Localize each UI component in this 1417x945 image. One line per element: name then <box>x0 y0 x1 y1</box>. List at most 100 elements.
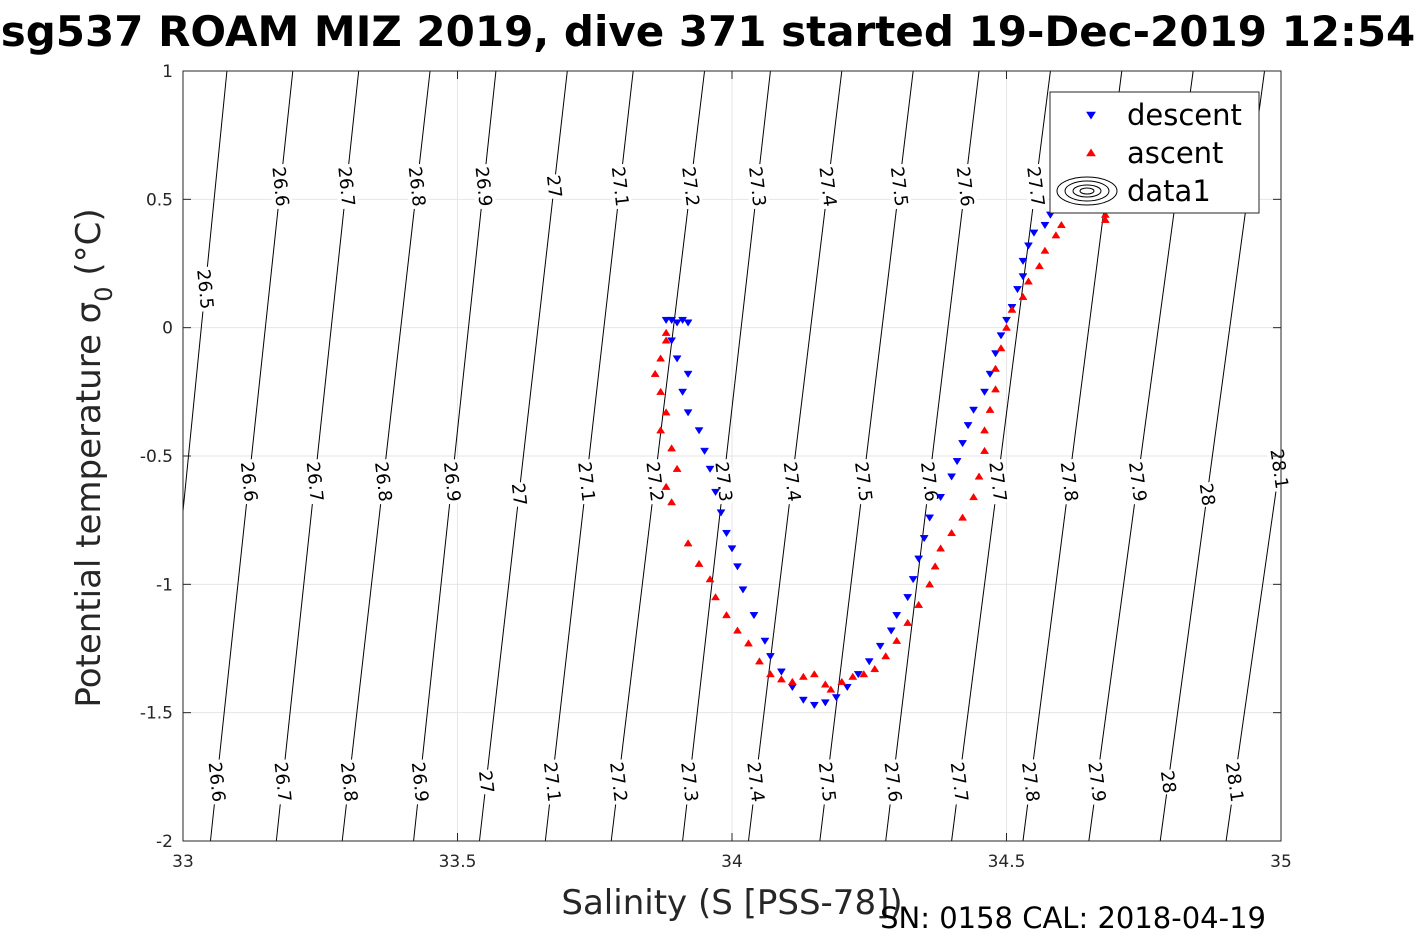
ascent-point <box>787 677 797 685</box>
contour-label-27: 27 <box>507 481 531 508</box>
contour-label-27.7: 27.7 <box>984 458 1011 505</box>
descent-point <box>892 612 902 620</box>
contour-label-text: 27.5 <box>886 165 912 207</box>
ascent-point <box>1002 323 1011 331</box>
legend: descent ascent data1 <box>1049 91 1260 214</box>
descent-point <box>991 350 1000 358</box>
descent-point <box>908 576 918 584</box>
contour-label-text: 27.6 <box>952 165 978 207</box>
legend-item-data1: data1 <box>1056 174 1211 208</box>
contour-label-text: 27.7 <box>984 461 1010 503</box>
contour-label-bg <box>850 458 876 505</box>
contour-label-bg <box>886 163 912 210</box>
descent-point <box>683 370 693 378</box>
contour-label-text: 27.4 <box>742 761 768 803</box>
contour-label-text: 27.5 <box>850 461 876 503</box>
ascent-point <box>892 636 902 644</box>
contour-label-text: 27.5 <box>814 761 840 803</box>
contour-label-26.6: 26.6 <box>204 759 230 805</box>
legend-contour-icon <box>1064 180 1110 202</box>
descent-point <box>765 653 775 661</box>
descent-point <box>903 594 913 602</box>
y-axis-label-main: Potential temperature σ <box>69 302 109 708</box>
contour-label-bg <box>605 758 631 806</box>
descent-point <box>1018 257 1028 266</box>
descent-point <box>1002 316 1011 325</box>
contour-label-text: 27.7 <box>1022 165 1048 207</box>
ascent-point <box>969 492 979 501</box>
ascent-point <box>656 426 666 434</box>
descent-point <box>1029 229 1039 237</box>
contour-label-26.5: 26.5 <box>192 266 218 313</box>
ascent-point <box>694 559 704 567</box>
contour-label-text: 27.7 <box>946 761 972 803</box>
contour-label-text: 27.1 <box>539 761 564 803</box>
contour-label-bg <box>302 458 328 505</box>
ascent-point <box>958 513 968 521</box>
contour-label-bg <box>916 458 942 505</box>
contour-label-28: 28 <box>1156 768 1180 796</box>
descent-point <box>700 447 710 455</box>
contour-label-bg <box>573 458 599 505</box>
contour-label-bg <box>743 758 769 806</box>
contour-label-text: 27.3 <box>710 461 735 503</box>
contour-label-bg <box>1195 481 1219 508</box>
contour-label-bg <box>880 758 906 806</box>
contour-label-bg <box>193 266 218 313</box>
ascent-point <box>859 670 869 678</box>
contour-label-bg <box>542 173 566 200</box>
contour-label-27.6: 27.6 <box>880 758 906 806</box>
contour-label-text: 27.1 <box>607 165 632 207</box>
ascent-point <box>930 562 940 570</box>
descent-point <box>1024 242 1033 250</box>
descent-point <box>985 370 995 378</box>
contour-label-text: 26.6 <box>267 166 292 208</box>
contour-label-text: 27.6 <box>880 761 906 803</box>
contour-label-27.5: 27.5 <box>850 458 876 505</box>
contour-label-text: 27.3 <box>744 165 769 207</box>
contour-label-27.8: 27.8 <box>1017 758 1044 806</box>
serial-calibration-note: SN: 0158 CAL: 2018-04-19 <box>880 901 1266 935</box>
ascent-point <box>870 664 880 673</box>
contour-label-text: 27.4 <box>814 165 840 207</box>
descent-point <box>952 458 962 466</box>
ascent-point <box>661 408 671 416</box>
descent-point <box>661 316 671 325</box>
contour-label-27.3: 27.3 <box>744 163 770 210</box>
contour-label-bg <box>814 758 840 806</box>
ascent-point <box>837 677 847 685</box>
contour-label-text: 27.2 <box>641 461 667 503</box>
contour-label-27.5: 27.5 <box>814 758 840 806</box>
legend-item-descent: descent <box>1086 98 1242 132</box>
contour-label-text: 28 <box>1156 769 1180 795</box>
contour-label-27: 27 <box>474 768 498 796</box>
descent-point <box>672 355 682 363</box>
ascent-point <box>765 670 775 678</box>
legend-box <box>1049 91 1260 214</box>
contour-label-bg <box>711 458 737 505</box>
contour-label-26.9: 26.9 <box>407 759 433 805</box>
contour-label-27.8: 27.8 <box>1056 458 1082 505</box>
contour-label-bg <box>1083 758 1110 806</box>
contour-label-bg <box>439 458 465 505</box>
contour-label-text: 26.9 <box>471 166 496 208</box>
x-tick-label: 34.5 <box>988 852 1026 872</box>
ascent-point <box>974 472 984 480</box>
ascent-point <box>1040 246 1050 254</box>
contour-label-text: 26.9 <box>439 461 464 503</box>
contour-label-26.8: 26.8 <box>370 458 396 505</box>
contour-label-26.8: 26.8 <box>404 163 430 210</box>
contour-line-27 <box>478 70 568 842</box>
chart-title: sg537 ROAM MIZ 2019, dive 371 started 19… <box>1 7 1416 56</box>
ascent-point <box>667 498 677 506</box>
descent-point <box>667 337 677 345</box>
descent-series <box>661 188 1066 710</box>
contour-label-bg <box>1017 758 1044 806</box>
contour-label-26.7: 26.7 <box>333 163 359 210</box>
contour-label-26.9: 26.9 <box>439 458 465 505</box>
ascent-point <box>991 364 1000 372</box>
contour-label-text: 26.6 <box>204 761 229 803</box>
descent-point <box>947 473 957 481</box>
contour-label-text: 26.8 <box>336 761 361 803</box>
descent-point <box>936 494 946 502</box>
